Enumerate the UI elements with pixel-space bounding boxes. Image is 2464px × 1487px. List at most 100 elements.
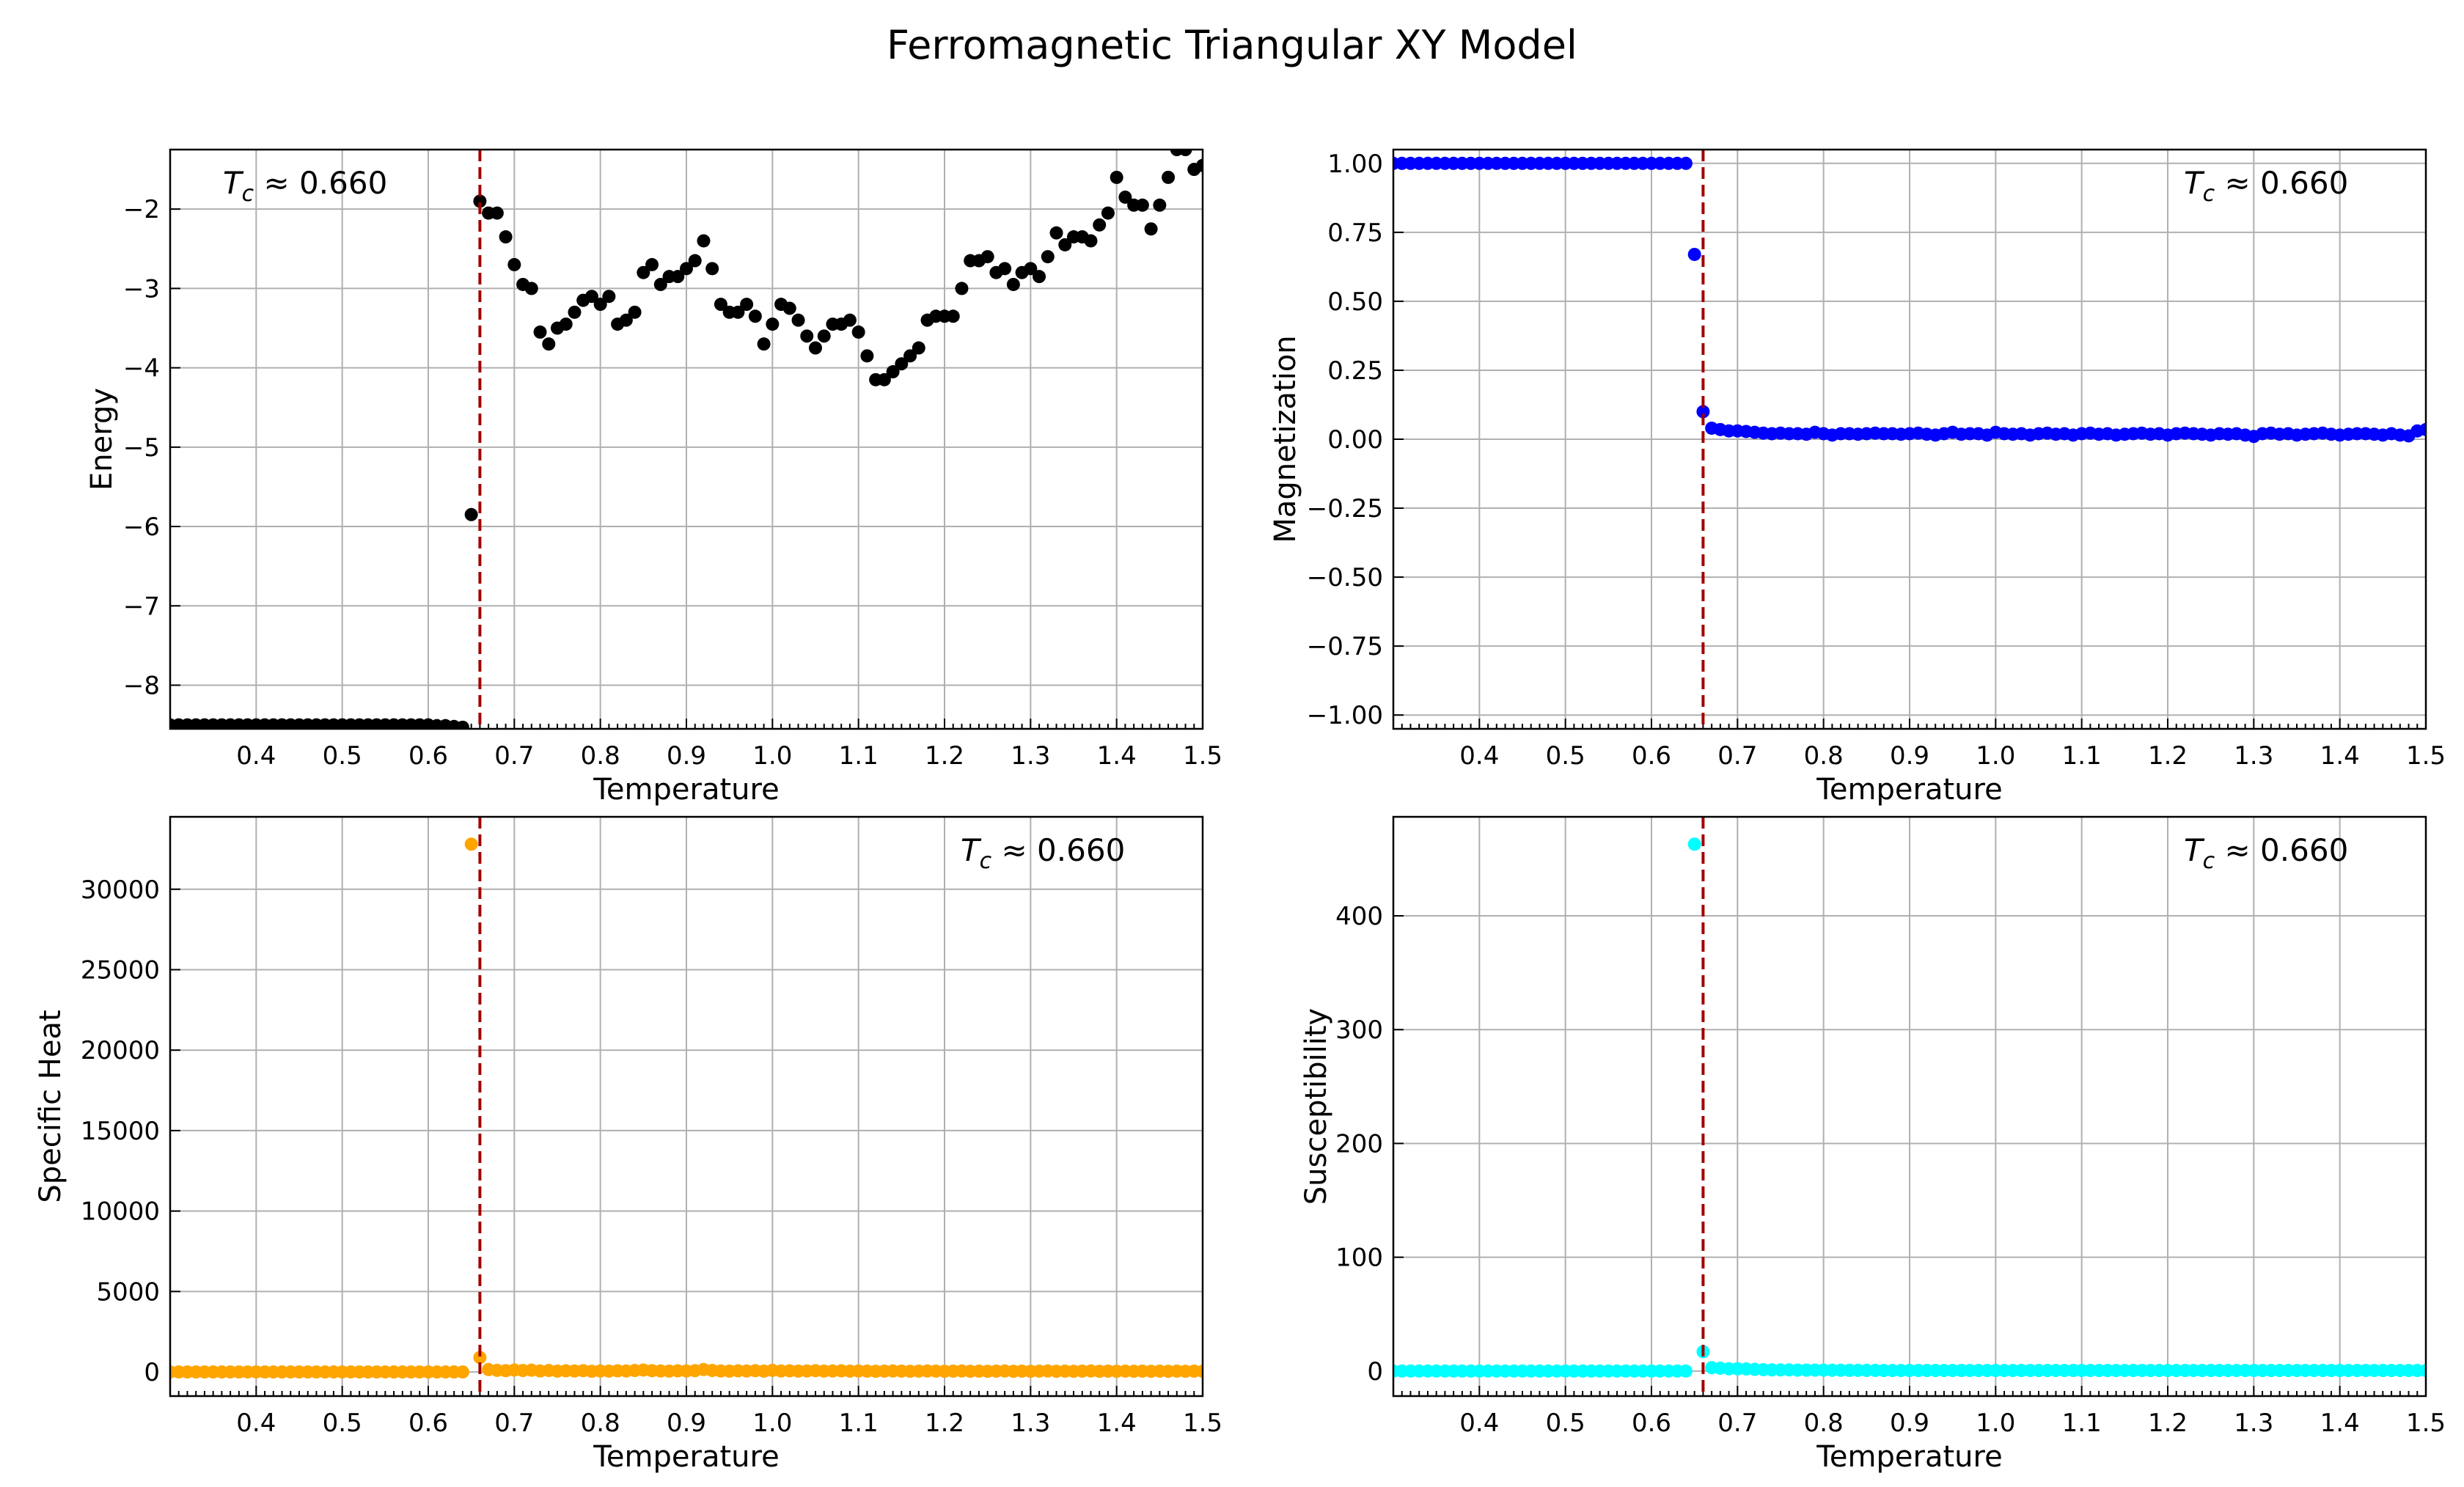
y-tick-label: 5000 [96, 1277, 160, 1307]
magnetization-series [1393, 156, 2426, 444]
energy-grid [170, 150, 1203, 729]
x-tick-label: 1.2 [2148, 741, 2188, 771]
x-tick-label: 0.4 [236, 741, 276, 771]
data-point [740, 298, 754, 312]
data-point [1162, 170, 1176, 184]
y-tick-label: −8 [123, 671, 160, 700]
x-tick-label: 0.6 [408, 1409, 448, 1438]
magnetization-tc-annotation: Tc ≈ 0.660 [2184, 165, 2348, 207]
susceptibility-ylabel: Susceptibility [1299, 1008, 1333, 1205]
data-point [791, 313, 805, 327]
y-tick-label: 0 [1367, 1357, 1383, 1387]
data-point [473, 1351, 487, 1365]
data-point [1144, 222, 1158, 236]
data-point [507, 257, 521, 271]
magnetization-ylabel: Magnetization [1269, 335, 1302, 543]
figure-title: Ferromagnetic Triangular XY Model [887, 22, 1577, 68]
energy-frame [169, 148, 1204, 730]
susceptibility-tc-annotation: Tc ≈ 0.660 [2184, 832, 2348, 874]
susceptibility-panel: 0.4 0.5 0.6 0.7 0.8 0.9 1.0 1.1 1.2 1.3 1.4 1.5 0 100… [1299, 815, 2446, 1474]
energy-x-ticks: 0.4 0.5 0.6 0.7 0.8 0.9 1.0 1.1 1.2 1.3 1.4 1.5 [169, 719, 1222, 771]
x-tick-label: 0.8 [1804, 1409, 1844, 1438]
data-point [2419, 422, 2426, 436]
data-point [473, 194, 487, 208]
data-point [1679, 156, 1693, 170]
data-point [637, 265, 650, 279]
data-point [757, 337, 771, 351]
y-tick-label: 0.75 [1327, 219, 1383, 248]
data-point [533, 325, 547, 339]
x-tick-label: 0.7 [1717, 1409, 1757, 1438]
data-point [782, 301, 796, 315]
x-tick-label: 1.1 [2062, 741, 2102, 771]
magnetization-xlabel: Temperature [1816, 773, 2002, 807]
energy-ylabel: Energy [85, 388, 119, 491]
magnetization-y-ticks: −1.00 −0.75 −0.50 −0.25 0.00 0.25 0.50 0.75 1.00 [1307, 150, 1404, 730]
data-point [584, 290, 598, 304]
data-point [800, 329, 814, 343]
data-point [619, 313, 633, 327]
x-tick-label: 1.1 [839, 1409, 879, 1438]
data-point [1696, 405, 1710, 419]
data-point [688, 254, 702, 268]
x-tick-label: 1.5 [2406, 1409, 2446, 1438]
data-point [1084, 234, 1098, 248]
y-tick-label: −6 [123, 513, 160, 542]
data-point [1041, 250, 1055, 264]
x-tick-label: 0.6 [1632, 741, 1671, 771]
x-tick-label: 1.5 [2406, 741, 2446, 771]
y-tick-label: 0 [144, 1358, 160, 1387]
x-tick-label: 1.2 [925, 741, 964, 771]
data-point [464, 507, 478, 521]
y-tick-label: 0.25 [1327, 356, 1383, 386]
energy-y-ticks: −8 −7 −6 −5 −4 −3 −2 [123, 195, 180, 700]
data-point [1101, 206, 1115, 220]
x-tick-label: 0.4 [1459, 1409, 1499, 1438]
x-tick-label: 1.5 [1183, 741, 1222, 771]
data-point [455, 720, 469, 729]
x-tick-label: 1.1 [2062, 1409, 2102, 1438]
x-tick-label: 0.7 [494, 1409, 534, 1438]
x-tick-label: 0.4 [236, 1409, 276, 1438]
data-point [731, 305, 745, 319]
data-point [1049, 226, 1063, 240]
subplots: 0.4 0.5 0.6 0.7 0.8 0.9 1.0 1.1 1.2 1.3 1.4 1.5 −8 −7… [34, 148, 2446, 1474]
data-point [653, 277, 667, 291]
specific-heat-tc-annotation: Tc ≈ 0.660 [961, 832, 1125, 874]
y-tick-label: −5 [123, 433, 160, 463]
data-point [1196, 1365, 1203, 1378]
data-point [903, 349, 917, 363]
data-point [817, 329, 831, 343]
magnetization-x-ticks: 0.4 0.5 0.6 0.7 0.8 0.9 1.0 1.1 1.2 1.3 1.4 1.5 [1393, 719, 2446, 771]
x-tick-label: 0.8 [581, 741, 620, 771]
x-tick-label: 1.2 [2148, 1409, 2188, 1438]
x-tick-label: 1.3 [1011, 741, 1050, 771]
y-tick-label: 15000 [81, 1117, 160, 1146]
data-point [851, 325, 865, 339]
y-tick-label: −7 [123, 592, 160, 621]
data-point [955, 282, 969, 295]
data-point [680, 262, 693, 276]
data-point [886, 365, 900, 379]
y-tick-label: −0.25 [1307, 494, 1383, 524]
data-point [766, 317, 780, 331]
y-tick-label: 400 [1335, 902, 1383, 931]
y-tick-label: 0.00 [1327, 425, 1383, 455]
magnetization-panel: 0.4 0.5 0.6 0.7 0.8 0.9 1.0 1.1 1.2 1.3 1.4 1.5 −1.0… [1269, 148, 2446, 807]
data-point [912, 341, 925, 355]
x-tick-label: 0.6 [1632, 1409, 1671, 1438]
data-point [748, 309, 762, 323]
data-point [559, 317, 573, 331]
data-point [1687, 837, 1701, 851]
x-tick-label: 1.3 [1011, 1409, 1050, 1438]
specific-heat-series [170, 837, 1203, 1379]
data-point [705, 262, 719, 276]
energy-series [170, 150, 1203, 729]
x-tick-label: 1.4 [2320, 741, 2360, 771]
x-tick-label: 1.1 [839, 741, 879, 771]
data-point [1679, 1364, 1693, 1378]
x-tick-label: 1.0 [1976, 741, 2015, 771]
x-tick-label: 0.6 [408, 741, 448, 771]
